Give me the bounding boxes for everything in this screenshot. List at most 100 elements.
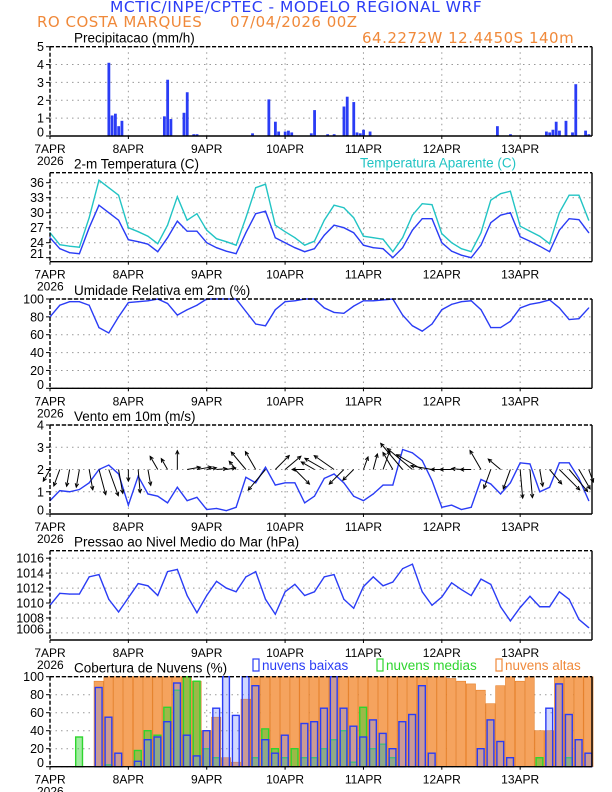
wind-data-point — [215, 507, 218, 510]
wind-arrow — [578, 469, 591, 490]
wind-arrowhead — [115, 491, 120, 497]
pressure-data-point — [78, 593, 80, 595]
cloud-bar-nuvens-baixas — [94, 686, 103, 768]
wind-arrowhead — [502, 484, 507, 490]
wind-arrow — [301, 461, 315, 470]
pressure-data-point — [588, 627, 590, 629]
wind-arrowhead — [120, 489, 125, 495]
x-tick-label: 7APR — [34, 773, 66, 787]
pressure-series-0-line — [49, 563, 590, 629]
wind-data-point — [166, 502, 169, 504]
temp-data-point — [470, 251, 472, 253]
x-tick-label: 8APR — [113, 268, 145, 282]
cloud-bar-nuvens-baixas — [584, 752, 593, 768]
series-legend-label: Temperatura Aparente (C) — [360, 156, 516, 171]
temp-data-point — [127, 227, 129, 229]
pressure-data-point — [499, 606, 502, 608]
rh-data-point — [68, 301, 71, 303]
rh-data-point — [529, 303, 531, 305]
wind-arrow — [274, 455, 290, 470]
x-tick-label: 13APR — [501, 646, 539, 660]
wind-arrowhead — [196, 465, 202, 470]
legend-swatch-nuvens-altas — [495, 658, 503, 672]
temp-data-point — [323, 234, 325, 236]
cloud-bar-nuvens-baixas — [329, 676, 338, 768]
wind-arrow — [313, 455, 335, 470]
temp-data-point — [568, 218, 570, 220]
wind-arrowhead — [74, 483, 80, 489]
wind-data-point — [235, 506, 237, 508]
y-tick-label: 1006 — [16, 622, 44, 636]
wind-arrowhead — [228, 460, 234, 466]
pressure-data-point — [353, 607, 355, 609]
temp-data-point — [176, 196, 178, 198]
temp-data-point — [235, 244, 237, 246]
x-year-label: 2026 — [37, 280, 64, 294]
wind-arrow — [75, 469, 80, 488]
pressure-data-point — [451, 582, 453, 584]
wind-arrowhead — [395, 454, 401, 459]
temp-series-0-line — [49, 204, 590, 259]
cloud-bar-nuvens-baixas — [133, 760, 142, 768]
rh-data-point — [196, 304, 198, 306]
temp-data-point — [431, 204, 433, 206]
temp-data-point — [49, 237, 51, 239]
x-tick-label: 9APR — [191, 773, 223, 787]
y-tick-label: 1010 — [16, 597, 44, 611]
temp-data-point — [578, 194, 580, 196]
panel-title: 2-m Temperatura (C) — [74, 157, 199, 172]
temp-data-point — [411, 214, 414, 216]
wind-data-point — [509, 482, 511, 484]
x-tick-label: 9APR — [191, 520, 223, 534]
x-year-label: 2026 — [37, 658, 64, 672]
precip-bar — [120, 120, 124, 136]
cloud-bar-nuvens-baixas — [310, 721, 319, 768]
x-tick-label: 12APR — [423, 142, 461, 156]
rh-data-point — [274, 309, 276, 311]
pressure-data-point — [274, 613, 276, 615]
wind-arrowhead — [459, 467, 465, 472]
wind-arrowhead — [244, 450, 249, 456]
wind-arrow — [304, 457, 325, 470]
legend-label: nuvens medias — [386, 658, 477, 673]
wind-data-point — [568, 462, 570, 464]
temp-data-point — [255, 187, 257, 189]
rh-data-point — [186, 309, 188, 311]
cloud-bar-nuvens-baixas — [143, 739, 152, 768]
temp-data-point — [509, 190, 511, 192]
x-year-label: 2026 — [37, 154, 64, 168]
pressure-data-point — [59, 592, 61, 594]
rh-data-point — [509, 320, 511, 322]
precip-bar — [192, 134, 196, 136]
temp-data-point — [382, 248, 384, 250]
wind-arrowhead — [126, 477, 131, 483]
wind-data-point — [225, 510, 227, 512]
y-tick-label: 40 — [30, 346, 44, 360]
wind-data-point — [196, 496, 198, 498]
temp-data-point — [225, 241, 227, 243]
cloud-bar-nuvens-baixas — [153, 736, 162, 768]
pressure-data-point — [421, 591, 423, 593]
y-tick-label: 24 — [30, 236, 44, 250]
wind-data-point — [402, 448, 404, 451]
wind-data-point — [127, 504, 129, 506]
cloud-bar-nuvens-baixas — [349, 725, 358, 768]
temp-data-point — [499, 214, 502, 216]
y-tick-label: 4 — [37, 419, 44, 433]
wind-arrowhead — [313, 454, 319, 460]
wind-data-point — [519, 462, 521, 464]
temp-data-point — [490, 199, 492, 201]
wind-arrowhead — [583, 487, 589, 493]
pressure-data-point — [147, 585, 149, 587]
temp-data-point — [196, 213, 198, 215]
temp-data-point — [323, 219, 325, 221]
wind-arrow — [216, 468, 227, 470]
precip-bar — [162, 116, 166, 136]
precip-bar — [544, 131, 548, 136]
y-tick-label: 3 — [37, 441, 44, 455]
x-tick-label: 12APR — [423, 646, 461, 660]
y-tick-label: 0 — [37, 126, 44, 140]
pressure-data-point — [127, 597, 129, 599]
wind-data-point — [490, 483, 492, 485]
wind-arrow — [187, 466, 201, 470]
